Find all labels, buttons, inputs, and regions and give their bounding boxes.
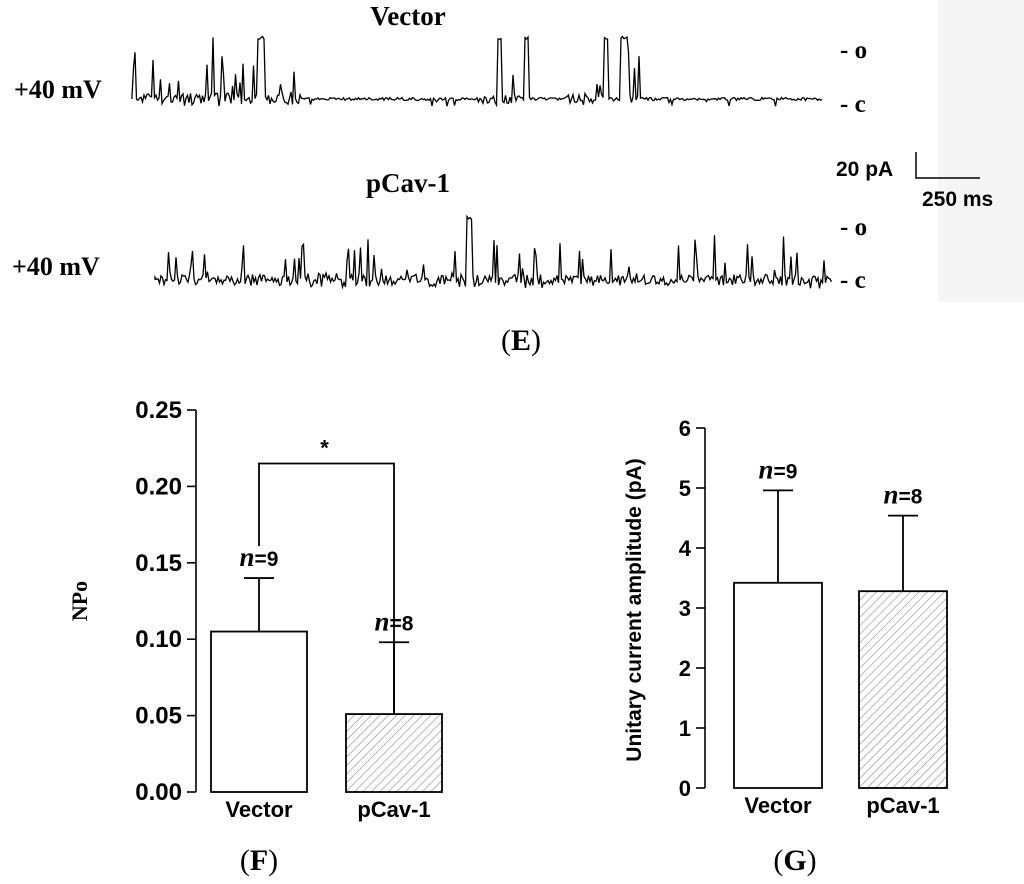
current-trace-pcav1: [154, 214, 833, 290]
scale-current-label: 20 pA: [836, 158, 893, 181]
y-tick-label: 5: [679, 476, 691, 501]
voltage-label-pcav1: +40 mV: [12, 252, 100, 281]
chart-npo-bars: n=9 Vector n=8 pCav-1: [210, 542, 443, 822]
y-tick-label: 1: [679, 716, 691, 741]
sample-size-label: n=9: [240, 542, 279, 572]
chart-npo-y-axis-label: NPo: [67, 581, 92, 621]
chart-unitary-current: 0 1 2 3 4 5 6 Unitary current amplitude (pA) n…: [623, 416, 948, 877]
y-tick-label: 0: [679, 776, 691, 801]
bar-group-vector: n=9 Vector: [733, 454, 823, 818]
panel-e: Vector +40 mV - o - c pCav-1 +40 mV - o …: [12, 1, 993, 357]
y-tick-label: 0.05: [135, 703, 182, 730]
significance-bracket: [258, 462, 395, 715]
scale-bar-lines: [915, 152, 980, 179]
sample-size-label: n=8: [884, 480, 923, 510]
chart-npo-y-ticks: 0.00 0.05 0.10 0.15 0.20 0.25: [135, 397, 196, 806]
state-open-label-vector: - o: [840, 37, 867, 64]
bar: [858, 590, 948, 789]
y-tick-label: 0.25: [135, 397, 182, 424]
chart-unitary-bars: n=9 Vector n=8 pCav-1: [733, 454, 948, 818]
x-category-label: pCav-1: [866, 793, 939, 818]
bar: [733, 581, 823, 789]
bar-group-pcav1: n=8 pCav-1: [858, 480, 948, 818]
y-tick-label: 6: [679, 416, 691, 441]
current-trace-vector: [131, 35, 823, 108]
significance-star: *: [320, 435, 329, 460]
chart-npo-y-axis: 0.00 0.05 0.10 0.15 0.20 0.25: [135, 397, 197, 806]
trace-title-vector: Vector: [370, 1, 445, 31]
voltage-label-vector: +40 mV: [14, 75, 102, 104]
chart-unitary-y-axis-label: Unitary current amplitude (pA): [623, 458, 646, 761]
state-closed-label-vector: - c: [840, 91, 866, 118]
bar-group-vector: n=9 Vector: [210, 542, 308, 822]
trace-title-pcav1: pCav-1: [366, 168, 450, 198]
y-tick-label: 2: [679, 656, 691, 681]
scale-time-label: 250 ms: [922, 188, 993, 211]
bar: [345, 713, 443, 793]
panel-label-g: (G): [773, 844, 816, 877]
state-closed-label-pcav1: - c: [840, 267, 866, 294]
sample-size-label: n=8: [375, 606, 414, 636]
y-tick-label: 0.00: [135, 779, 182, 806]
x-category-label: Vector: [225, 797, 293, 822]
panel-label-f: (F): [240, 844, 278, 877]
chart-npo-significance: *: [258, 435, 395, 715]
y-tick-label: 4: [679, 536, 692, 561]
scale-bar: 20 pA 250 ms: [836, 152, 993, 211]
chart-unitary-y-ticks: 0 1 2 3 4 5 6: [679, 416, 705, 801]
y-tick-label: 0.20: [135, 473, 182, 500]
sample-size-label: n=9: [759, 454, 798, 484]
panel-label-e: (E): [501, 324, 541, 357]
y-tick-label: 0.10: [135, 626, 182, 653]
x-category-label: pCav-1: [357, 797, 430, 822]
y-tick-label: 0.15: [135, 550, 182, 577]
y-tick-label: 3: [679, 596, 691, 621]
trace-background-panel: [938, 0, 1024, 302]
x-category-label: Vector: [744, 793, 812, 818]
chart-npo: 0.000.050.100.150.200.25 NPo n=9Vectorn=…: [67, 397, 443, 877]
chart-unitary-y-axis: 0 1 2 3 4 5 6: [679, 416, 706, 801]
state-open-label-pcav1: - o: [840, 214, 867, 241]
bar: [210, 630, 308, 793]
